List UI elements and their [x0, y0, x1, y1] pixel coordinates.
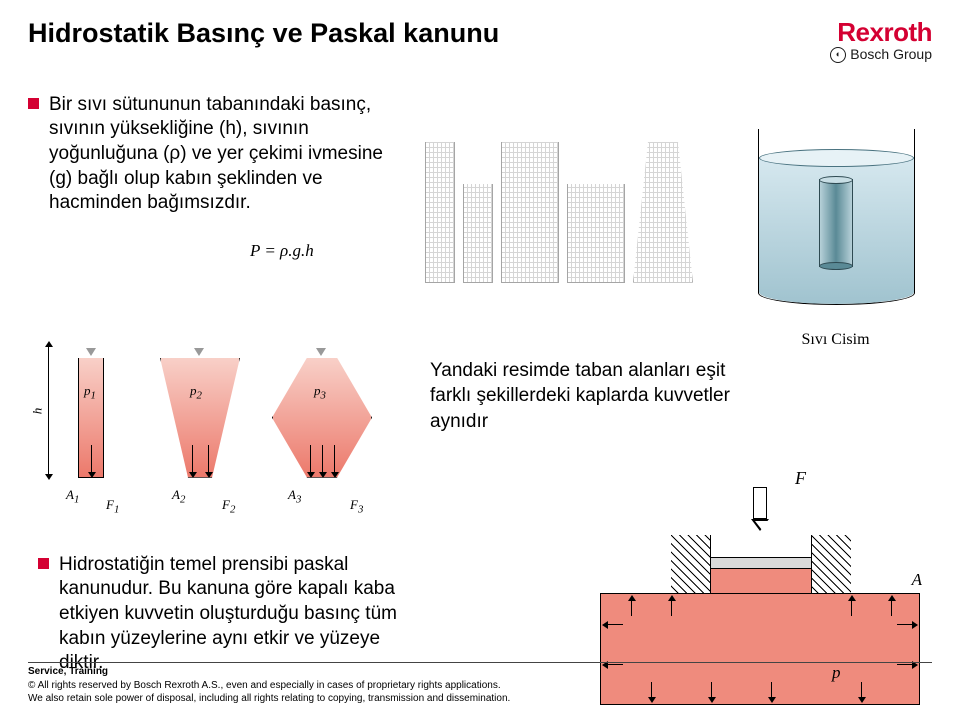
arrow-l-1 [607, 624, 623, 625]
piston-body [600, 593, 920, 705]
p3-arrow-c [334, 445, 335, 473]
arrow-dn-2 [711, 682, 712, 698]
p1-arrow [91, 445, 92, 473]
cylinder-caption: Sıvı Cisim [758, 331, 913, 349]
footer-line1: Service, Training [28, 666, 510, 679]
vessels-figure: h p1 A1 F1 p2 A2 F2 p3 A3 [40, 343, 380, 508]
area-label: A [912, 570, 922, 590]
p3-arrow-a [310, 445, 311, 473]
tank-5 [633, 142, 693, 283]
columns-figure [425, 118, 695, 283]
logo-bottom-text: Bosch Group [850, 47, 932, 62]
piston-plate [710, 557, 812, 569]
arrow-dn-4 [861, 682, 862, 698]
header: Hidrostatik Basınç ve Paskal kanunu Rexr… [0, 0, 960, 63]
logo-top: Rexroth [830, 18, 932, 47]
p3-label: p3 [314, 383, 326, 402]
p2-arrow-b [208, 445, 209, 473]
paragraph-2: Yandaki resimde taban alanları eşit fark… [430, 358, 740, 435]
bullet-block-1: Bir sıvı sütununun tabanındaki basınç, s… [28, 93, 398, 216]
footer-line3: We also retain sole power of disposal, i… [28, 693, 510, 706]
arrow-up-3 [851, 600, 852, 616]
arrow-dn-1 [651, 682, 652, 698]
A2-label: A2 [172, 487, 185, 506]
arrow-up-1 [631, 600, 632, 616]
force-arrow [752, 487, 768, 531]
logo-bottom: ◐ Bosch Group [830, 47, 932, 63]
footer-line2: © All rights reserved by Bosch Rexroth A… [28, 680, 510, 693]
footer-rule [28, 662, 932, 663]
surface-marker-2 [194, 348, 204, 356]
bullet-block-3: Hidrostatiğin temel prensibi paskal kanu… [38, 553, 408, 676]
p2-label: p2 [190, 383, 202, 402]
vessel-2 [160, 358, 240, 478]
formula: P = ρ.g.h [250, 241, 314, 261]
piston-figure: A p [600, 515, 920, 705]
p2-arrow-a [192, 445, 193, 473]
tank-3 [501, 142, 559, 283]
arrow-l-2 [607, 664, 623, 665]
water-surface [759, 149, 914, 167]
arrow-r-1 [897, 624, 913, 625]
pressure-label: p [832, 663, 841, 683]
p1-label: p1 [84, 383, 96, 402]
A3-label: A3 [288, 487, 301, 506]
brand-logo: Rexroth ◐ Bosch Group [830, 18, 932, 63]
A1-label: A1 [66, 487, 79, 506]
hatch-right [811, 535, 851, 595]
paragraph-3: Hidrostatiğin temel prensibi paskal kanu… [59, 553, 408, 676]
surface-marker-1 [86, 348, 96, 356]
bullet-icon [28, 98, 39, 109]
arrow-up-4 [891, 600, 892, 616]
arrow-up-2 [671, 600, 672, 616]
hatch-left [671, 535, 711, 595]
arrow-dn-3 [771, 682, 772, 698]
piston-cylinder [710, 535, 812, 593]
F3-label: F3 [350, 497, 363, 516]
vessel-2-border [160, 358, 240, 478]
submerged-body [819, 179, 853, 267]
cylinder-outline [758, 129, 915, 305]
tank-1 [425, 142, 455, 283]
page-title: Hidrostatik Basınç ve Paskal kanunu [28, 18, 499, 49]
surface-marker-3 [316, 348, 326, 356]
cylinder-figure: Sıvı Cisim [758, 119, 913, 349]
bullet-icon-3 [38, 558, 49, 569]
p3-arrow-b [322, 445, 323, 473]
footer: Service, Training © All rights reserved … [28, 666, 510, 706]
bosch-icon: ◐ [830, 47, 846, 63]
F2-label: F2 [222, 497, 235, 516]
height-dim [48, 346, 49, 475]
content-area: Bir sıvı sütununun tabanındaki basınç, s… [0, 63, 960, 216]
force-label-f: F [795, 468, 806, 489]
tank-2 [463, 184, 493, 283]
paragraph-1: Bir sıvı sütununun tabanındaki basınç, s… [49, 93, 398, 216]
h-label: h [29, 407, 45, 414]
arrow-r-2 [897, 664, 913, 665]
F1-label: F1 [106, 497, 119, 516]
tank-4 [567, 184, 625, 283]
